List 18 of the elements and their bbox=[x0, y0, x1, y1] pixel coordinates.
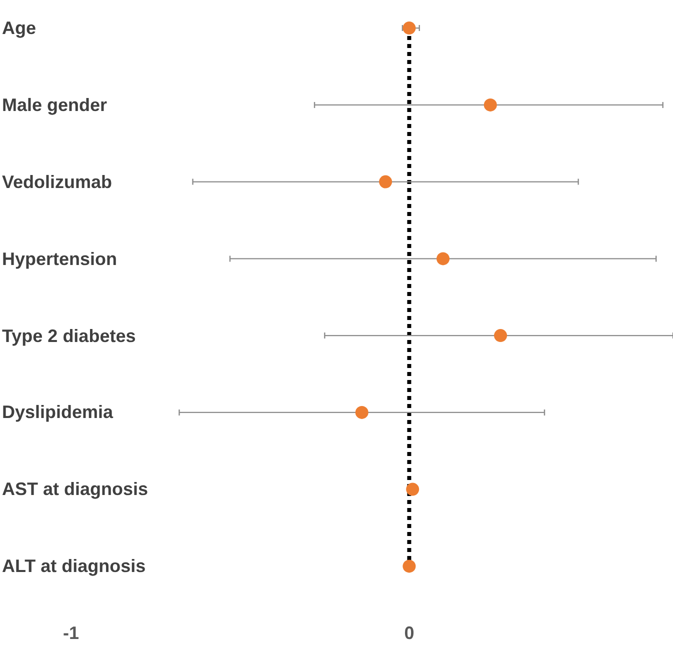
point bbox=[484, 98, 497, 112]
point bbox=[494, 329, 508, 342]
x-tick-label: -1 bbox=[63, 623, 80, 643]
point bbox=[402, 560, 416, 573]
point bbox=[406, 482, 420, 496]
point bbox=[402, 22, 416, 35]
point bbox=[436, 252, 450, 266]
x-tick-label: 0 bbox=[404, 623, 414, 643]
y-tick-label: ALT at diagnosis bbox=[2, 556, 146, 576]
y-tick-label: Age bbox=[2, 18, 36, 38]
y-tick-label: Type 2 diabetes bbox=[2, 326, 136, 346]
y-tick-label: Male gender bbox=[2, 95, 108, 115]
y-tick-label: AST at diagnosis bbox=[2, 479, 148, 499]
y-tick-label: Vedolizumab bbox=[2, 172, 112, 192]
point bbox=[379, 175, 392, 188]
y-tick-label: Hypertension bbox=[2, 249, 118, 269]
point bbox=[355, 406, 368, 419]
y-tick-label: Dyslipidemia bbox=[2, 402, 114, 422]
